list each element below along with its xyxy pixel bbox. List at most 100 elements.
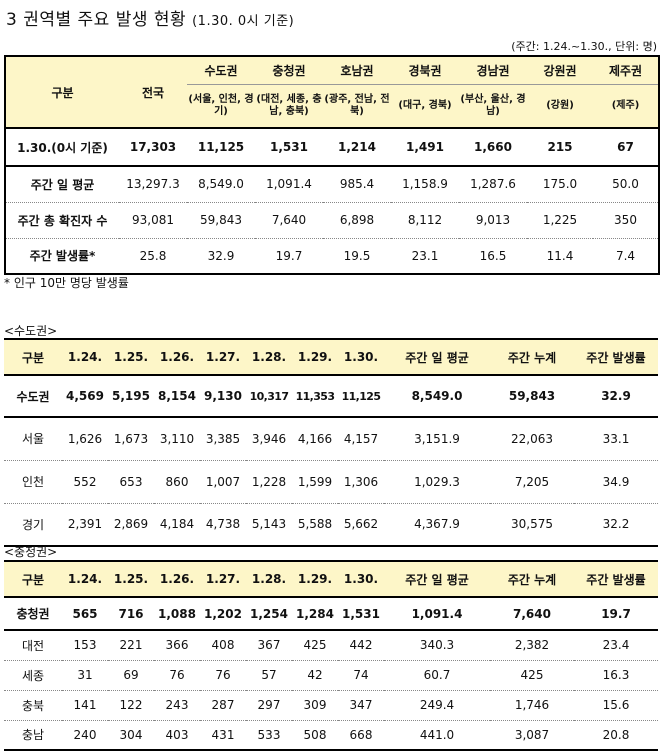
capital-cell: 1,029.3 [384,460,490,504]
regional-cell: 8,549.0 [187,166,255,203]
regional-header-cell: 전국 [119,56,187,129]
capital-header-cell: 주간 누계 [490,338,574,376]
chungcheong-cell: 533 [246,720,292,751]
chungcheong-cell: 122 [108,690,154,721]
regional-cell: 1,287.6 [459,166,527,203]
regional-cell: 175.0 [527,166,593,203]
title-sub: (1.30. 0시 기준) [192,14,295,29]
capital-row: 인천 552 653 860 1,007 1,228 1,599 1,306 1,029.3 7,… [4,460,658,504]
capital-cell: 11,125 [338,375,384,418]
capital-cell: 4,738 [200,503,246,547]
regional-header-sub: (서울, 인천, 경기) [187,84,255,129]
chungcheong-header-cell: 구분 [4,560,62,598]
capital-cell: 34.9 [574,460,658,504]
footnote: * 인구 10만 명당 발생률 [4,276,129,290]
capital-table: 구분 1.24. 1.25. 1.26. 1.27. 1.28. 1.29. 1.30. 주간 … [4,338,658,547]
capital-cell: 33.1 [574,417,658,461]
page-title: 3 권역별 주요 발생 현황 (1.30. 0시 기준) [6,5,294,30]
chungcheong-cell: 31 [62,660,108,691]
regional-header-cell: 경남권 [459,56,527,85]
capital-cell: 860 [154,460,200,504]
capital-row-label: 서울 [4,417,62,461]
capital-header-cell: 주간 발생률 [574,338,658,376]
chungcheong-cell: 153 [62,630,108,661]
chungcheong-cell: 366 [154,630,200,661]
regional-header-sub: (강원) [527,84,593,129]
regional-cell: 8,112 [391,202,459,239]
chungcheong-cell: 15.6 [574,690,658,721]
chungcheong-cell: 60.7 [384,660,490,691]
chungcheong-header-cell: 1.25. [108,560,154,598]
capital-cell: 1,228 [246,460,292,504]
chungcheong-header-cell: 주간 일 평균 [384,560,490,598]
chungcheong-cell: 297 [246,690,292,721]
chungcheong-cell: 57 [246,660,292,691]
capital-cell: 4,367.9 [384,503,490,547]
regional-header-cell: 호남권 [323,56,391,85]
capital-cell: 5,662 [338,503,384,547]
regional-cell: 7.4 [615,248,636,263]
capital-header-cell: 1.25. [108,338,154,376]
chungcheong-cell: 69 [108,660,154,691]
regional-header-sub: (부산, 울산, 경남) [459,84,527,129]
chungcheong-cell: 3,087 [490,720,574,751]
capital-cell: 9,130 [200,375,246,418]
chungcheong-cell: 668 [338,720,384,751]
title-main: 3 권역별 주요 발생 현황 [6,10,187,30]
regional-cell: 32.9 [207,248,235,263]
capital-cell: 32.9 [574,375,658,418]
chungcheong-cell: 16.3 [574,660,658,691]
regional-header-cell: 구분 [5,56,119,129]
capital-cell: 3,946 [246,417,292,461]
chungcheong-header-row: 구분 1.24. 1.25. 1.26. 1.27. 1.28. 1.29. 1.30. 주간 … [4,560,658,598]
chungcheong-cell: 1,088 [154,597,200,631]
capital-cell: 1,007 [200,460,246,504]
regional-row-label: 주간 일 평균 [5,166,119,203]
regional-cell: 7,640 [255,202,323,239]
capital-header-cell: 1.30. [338,338,384,376]
capital-cell: 1,626 [62,417,108,461]
chungcheong-cell: 1,254 [246,597,292,631]
regional-header-sub: (제주) [593,84,659,129]
chungcheong-cell: 74 [338,660,384,691]
regional-header-row: 구분 전국 수도권 충청권 호남권 경북권 경남권 강원권 제주권 [5,56,659,129]
regional-cell: 350 [593,202,659,239]
regional-cell: 93,081 [119,202,187,239]
chungcheong-header-cell: 주간 누계 [490,560,574,598]
capital-row-label: 경기 [4,503,62,547]
capital-cell: 1,673 [108,417,154,461]
regional-cell: 215 [527,128,593,167]
chungcheong-cell: 508 [292,720,338,751]
capital-cell: 3,385 [200,417,246,461]
chungcheong-cell: 287 [200,690,246,721]
regional-cell: 23.1 [411,248,439,263]
chungcheong-row-label: 세종 [4,660,62,691]
chungcheong-cell: 76 [154,660,200,691]
chungcheong-cell: 249.4 [384,690,490,721]
chungcheong-header-cell: 1.26. [154,560,200,598]
capital-header-cell: 1.24. [62,338,108,376]
chungcheong-cell: 347 [338,690,384,721]
chungcheong-cell: 425 [490,660,574,691]
chungcheong-cell: 425 [292,630,338,661]
regional-header-cell: 수도권 [187,56,255,85]
regional-header-cell: 경북권 [391,56,459,85]
chungcheong-cell: 431 [200,720,246,751]
capital-cell: 2,869 [108,503,154,547]
regional-header-sub: (광주, 전남, 전북) [323,84,391,129]
capital-row-label: 인천 [4,460,62,504]
chungcheong-cell: 20.8 [574,720,658,751]
chungcheong-row: 충남 240 304 403 431 533 508 668 441.0 3,087 20.8 [4,720,658,751]
capital-cell: 3,110 [154,417,200,461]
regional-row: 주간 발생률* 25.8 32.9 19.7 19.5 23.1 16.5 11.4 7.4 [5,238,659,274]
regional-row: 주간 총 확진자 수 93,081 59,843 7,640 6,898 8,112 9,0… [5,202,659,239]
capital-header-row: 구분 1.24. 1.25. 1.26. 1.27. 1.28. 1.29. 1.30. 주간 … [4,338,658,376]
unit-note: (주간: 1.24.~1.30., 단위: 명) [511,40,657,53]
regional-header-sub: (대구, 경북) [391,84,459,129]
capital-cell: 4,166 [292,417,338,461]
regional-cell: 25.8 [139,248,167,263]
section-label-chungcheong: <충청권> [4,545,58,559]
section-label-capital: <수도권> [4,324,58,338]
capital-cell: 7,205 [490,460,574,504]
chungcheong-row: 충북 141 122 243 287 297 309 347 249.4 1,746 15.6 [4,690,658,721]
